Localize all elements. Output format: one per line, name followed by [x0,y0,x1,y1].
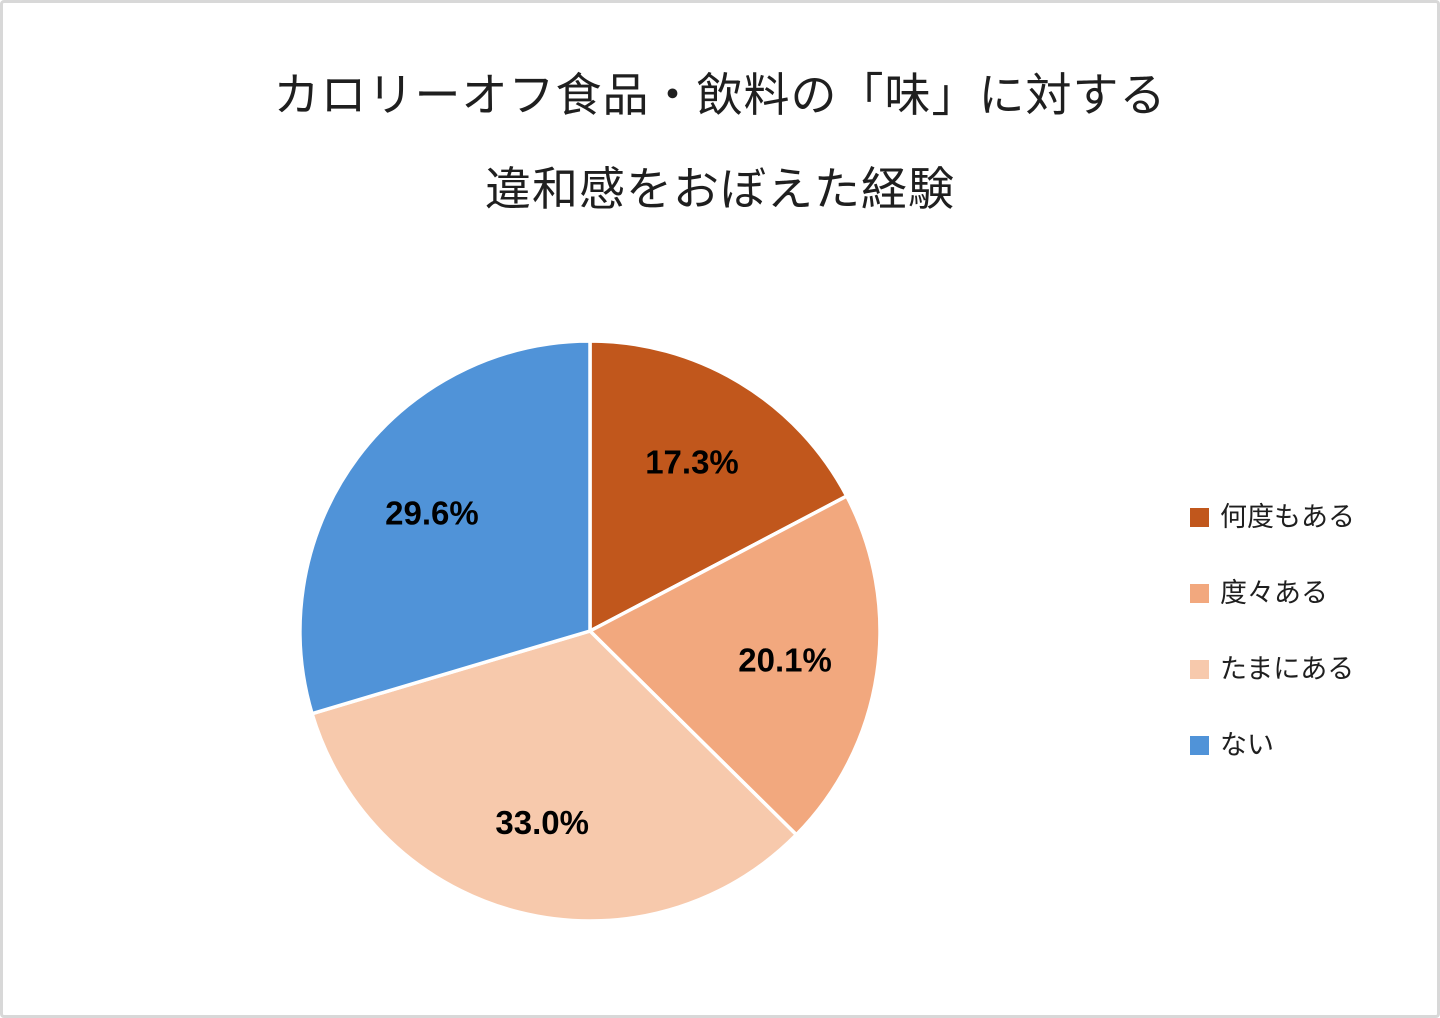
legend-swatch-icon [1190,507,1209,527]
legend-item-label: ない [1220,730,1274,760]
pie-data-label: 29.6% [385,495,479,532]
legend-item-label: たまにある [1220,654,1355,684]
pie-slice-4-ない [298,339,592,716]
pie-chart: 17.3% 20.1% 33.0% 29.6% [298,339,882,923]
legend-swatch-icon [1190,583,1209,603]
legend-swatch-icon [1190,659,1209,679]
legend: 何度もある 度々ある たまにある ない [1190,501,1355,761]
legend-swatch-icon [1190,735,1209,755]
pie-data-label: 17.3% [645,444,739,481]
pie-chart-area: 17.3% 20.1% 33.0% 29.6% [270,311,910,951]
legend-item: 度々ある [1190,577,1355,609]
pie-slice-3-たまにある [310,629,799,923]
pie-data-label: 33.0% [495,804,589,841]
legend-item-label: 度々ある [1220,578,1328,608]
legend-item: ない [1190,729,1355,761]
chart-title: カロリーオフ食品・飲料の「味」に対する 違和感をおぼえた経験 [3,48,1437,236]
pie-slice-2-度々ある [588,494,882,837]
pie-slice-1-何度もある [588,339,849,633]
legend-item-label: 何度もある [1220,502,1355,532]
chart-title-line-1: カロリーオフ食品・飲料の「味」に対する [273,69,1167,121]
legend-item: 何度もある [1190,501,1355,533]
chart-title-line-2: 違和感をおぼえた経験 [485,163,955,215]
legend-item: たまにある [1190,653,1355,685]
pie-data-label: 20.1% [738,642,832,679]
